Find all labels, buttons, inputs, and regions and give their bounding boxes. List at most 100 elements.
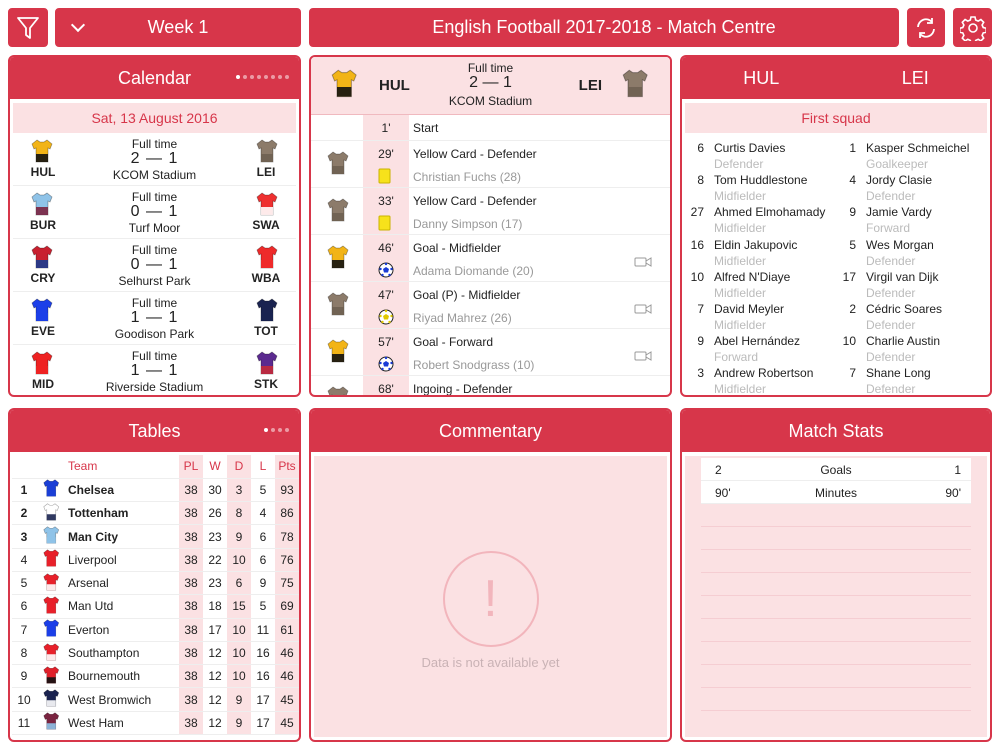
team-name: Man Utd bbox=[66, 594, 179, 619]
player-position: Midfielder bbox=[714, 221, 767, 236]
team-kit-icon bbox=[36, 641, 66, 666]
player-position: Midfielder bbox=[714, 317, 767, 332]
match-venue: Turf Moor bbox=[128, 221, 181, 235]
event-title: Ingoing - Defender bbox=[413, 382, 513, 395]
team-kit-icon bbox=[36, 524, 66, 549]
lineup-home-team[interactable]: HUL bbox=[743, 67, 780, 88]
col-team: Team bbox=[66, 455, 179, 479]
match-venue: KCOM Stadium bbox=[448, 94, 533, 108]
tables-panel: Tables Team PL W D L Pts 1 Chelsea 38 30 3 5 9… bbox=[8, 408, 301, 742]
team-kit-icon bbox=[36, 571, 66, 596]
filter-button[interactable] bbox=[8, 8, 48, 47]
refresh-button[interactable] bbox=[907, 8, 945, 47]
match-row[interactable]: HUL LEI Full time 2 — 1 KCOM Stadium bbox=[13, 133, 296, 186]
lineup-row: 9 Abel Hernández Forward 10 Charlie Austin De… bbox=[682, 332, 990, 364]
event-row[interactable]: 57' Goal - Forward Robert Snodgrass (10) bbox=[311, 329, 670, 376]
empty-row bbox=[701, 688, 971, 711]
position: 6 bbox=[12, 594, 36, 619]
event-row[interactable]: 1' Start bbox=[311, 115, 670, 141]
lineup-row: 3 Andrew Robertson Midfielder 7 Shane Long De… bbox=[682, 364, 990, 395]
match-row[interactable]: MID STK Full time 1 — 1 Riverside Stadium bbox=[13, 345, 296, 395]
stat-pts: 78 bbox=[275, 524, 299, 549]
team-name: West Bromwich bbox=[66, 687, 179, 712]
stat-d: 10 bbox=[227, 664, 251, 689]
event-title: Yellow Card - Defender bbox=[413, 147, 537, 161]
home-kit-icon bbox=[331, 69, 357, 103]
table-row[interactable]: 10 West Bromwich 38 12 9 17 45 bbox=[12, 687, 299, 712]
lineup-row: 27 Ahmed Elmohamady Midfielder 9 Jamie Vardy… bbox=[682, 203, 990, 235]
settings-button[interactable] bbox=[953, 8, 992, 47]
player-name: Tom Huddlestone bbox=[714, 173, 808, 188]
position: 4 bbox=[12, 548, 36, 572]
event-list[interactable]: 1' Start 29' Yellow Card - Defender Christia… bbox=[311, 115, 670, 395]
refresh-icon bbox=[917, 17, 935, 38]
player-name: Curtis Davies bbox=[714, 141, 786, 155]
table-row[interactable]: 8 Southampton 38 12 10 16 46 bbox=[12, 641, 299, 666]
away-stat: 90' bbox=[945, 486, 961, 500]
away-stat: 1 bbox=[954, 463, 961, 477]
home-kit-icon bbox=[31, 192, 53, 221]
page-dots[interactable] bbox=[264, 428, 289, 432]
event-title: Start bbox=[413, 121, 439, 135]
event-row[interactable]: 68' Ingoing - Defender bbox=[311, 376, 670, 395]
table-row[interactable]: 3 Man City 38 23 9 6 78 bbox=[12, 524, 299, 549]
table-row[interactable]: 7 Everton 38 17 10 11 61 bbox=[12, 618, 299, 642]
event-title: Goal (P) - Midfielder bbox=[413, 288, 521, 302]
event-row[interactable]: 33' Yellow Card - Defender Danny Simpson (… bbox=[311, 188, 670, 235]
player-name: Ahmed Elmohamady bbox=[714, 205, 826, 220]
player-position: Defender bbox=[866, 253, 916, 268]
team-name: Liverpool bbox=[66, 548, 179, 572]
stat-l: 9 bbox=[251, 571, 275, 596]
table-row[interactable]: 9 Bournemouth 38 12 10 16 46 bbox=[12, 664, 299, 689]
stat-pl: 38 bbox=[179, 524, 203, 549]
team-kit-icon bbox=[36, 478, 66, 503]
match-row[interactable]: BUR SWA Full time 0 — 1 Turf Moor bbox=[13, 186, 296, 239]
player-position: Goalkeeper bbox=[866, 157, 929, 171]
table-row[interactable]: 6 Man Utd 38 18 15 5 69 bbox=[12, 594, 299, 619]
table-row[interactable]: 1 Chelsea 38 30 3 5 93 bbox=[12, 478, 299, 503]
table-row[interactable]: 2 Tottenham 38 26 8 4 86 bbox=[12, 501, 299, 526]
team-kit-icon bbox=[36, 664, 66, 689]
lineup-row: 7 David Meyler Midfielder 2 Cédric Soares Def… bbox=[682, 300, 990, 332]
table-row[interactable]: 11 West Ham 38 12 9 17 45 bbox=[12, 711, 299, 736]
event-row[interactable]: 47' Goal (P) - Midfielder Riyad Mahrez (26… bbox=[311, 282, 670, 329]
match-score: 1 — 1 bbox=[130, 309, 179, 326]
away-team: WBA bbox=[251, 271, 281, 285]
video-camera-icon[interactable] bbox=[634, 255, 652, 273]
team-name: Chelsea bbox=[66, 478, 179, 503]
week-selector[interactable]: Week 1 bbox=[55, 8, 301, 47]
position: 5 bbox=[12, 571, 36, 596]
empty-row bbox=[701, 573, 971, 596]
team-name: Arsenal bbox=[66, 571, 179, 596]
team-kit-icon bbox=[36, 594, 66, 619]
team-kit-icon bbox=[327, 245, 349, 274]
chevron-down-icon bbox=[70, 17, 86, 33]
stat-d: 3 bbox=[227, 478, 251, 503]
home-stat: 2 bbox=[715, 463, 722, 477]
empty-row bbox=[701, 504, 971, 527]
stat-w: 22 bbox=[203, 548, 227, 572]
lineup-panel: HUL LEI First squad 6 Curtis Davies Defend… bbox=[680, 55, 992, 397]
video-camera-icon[interactable] bbox=[634, 349, 652, 367]
event-row[interactable]: 29' Yellow Card - Defender Christian Fuchs… bbox=[311, 141, 670, 188]
calendar-date: Sat, 13 August 2016 bbox=[13, 103, 296, 133]
empty-row bbox=[701, 619, 971, 642]
filter-icon bbox=[17, 16, 39, 39]
team-kit-icon bbox=[36, 501, 66, 526]
match-row[interactable]: CRY WBA Full time 0 — 1 Selhurst Park bbox=[13, 239, 296, 292]
stat-pl: 38 bbox=[179, 548, 203, 572]
player-name: Wes Morgan bbox=[866, 237, 934, 252]
table-row[interactable]: 4 Liverpool 38 22 10 6 76 bbox=[12, 548, 299, 572]
match-stats-panel: Match Stats 2 Goals 1 90' Minutes 90' bbox=[680, 408, 992, 742]
match-row[interactable]: EVE TOT Full time 1 — 1 Goodison Park bbox=[13, 292, 296, 345]
event-row[interactable]: 46' Goal - Midfielder Adama Diomande (20) bbox=[311, 235, 670, 282]
lineup-away-team[interactable]: LEI bbox=[901, 67, 929, 88]
away-kit-icon bbox=[256, 245, 278, 274]
table-row[interactable]: 5 Arsenal 38 23 6 9 75 bbox=[12, 571, 299, 596]
event-minute: 29' bbox=[378, 147, 394, 161]
team-name: Southampton bbox=[66, 641, 179, 666]
page-dots[interactable] bbox=[236, 75, 289, 79]
stat-l: 17 bbox=[251, 711, 275, 736]
video-camera-icon[interactable] bbox=[634, 302, 652, 320]
stat-pl: 38 bbox=[179, 687, 203, 712]
